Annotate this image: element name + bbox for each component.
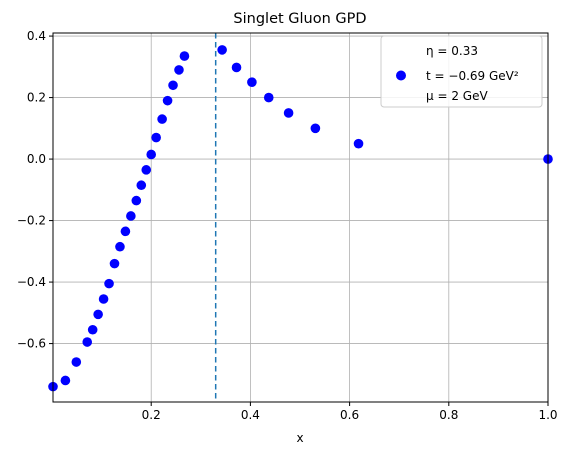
data-point [115,241,125,252]
data-point [157,114,167,124]
y-axis-ticks: −0.6 −0.4 −0.2 0.0 0.2 0.4 [17,29,53,351]
data-point [217,45,227,55]
data-point [109,258,120,269]
chart-title: Singlet Gluon GPD [233,11,366,27]
data-point [353,138,364,149]
data-point [120,226,131,237]
data-point [82,337,93,347]
y-tick-label: 0.2 [27,91,46,105]
y-tick-label: −0.2 [17,214,46,228]
data-point [174,65,184,75]
data-point [179,51,190,61]
x-axis-label: x [296,431,303,445]
data-point [247,77,257,87]
legend-line-t: t = −0.69 GeV² [426,69,519,83]
x-axis-ticks: 0.2 0.4 0.6 0.8 1.0 [142,402,558,422]
data-point [263,92,274,103]
data-point [136,180,147,191]
legend: η = 0.33 t = −0.69 GeV² μ = 2 GeV [380,35,543,108]
data-point [283,108,294,118]
x-tick-label: 0.4 [241,408,260,422]
x-tick-label: 0.6 [340,408,359,422]
x-tick-label: 1.0 [538,408,557,422]
data-point [126,211,136,221]
data-point [98,294,109,304]
plot-frame [52,32,549,403]
legend-line-eta: η = 0.33 [426,44,478,58]
y-tick-label: 0.4 [27,29,46,43]
data-point [93,309,103,320]
data-point [310,123,321,134]
data-point [162,95,173,106]
legend-marker [396,70,406,81]
data-point [168,80,178,91]
x-tick-label: 0.8 [439,408,458,422]
data-point [141,165,152,175]
data-point [60,375,71,386]
data-point [231,62,242,73]
legend-box [380,35,543,108]
data-point [146,149,157,160]
data-point [151,132,161,143]
data-point [87,324,98,335]
data-point [131,195,142,206]
data-point [71,357,82,367]
y-tick-label: −0.4 [17,275,46,289]
y-tick-label: 0.0 [27,152,46,166]
data-point [104,278,114,289]
legend-line-mu: μ = 2 GeV [426,89,488,103]
x-tick-label: 0.2 [142,408,161,422]
y-tick-label: −0.6 [17,337,46,351]
